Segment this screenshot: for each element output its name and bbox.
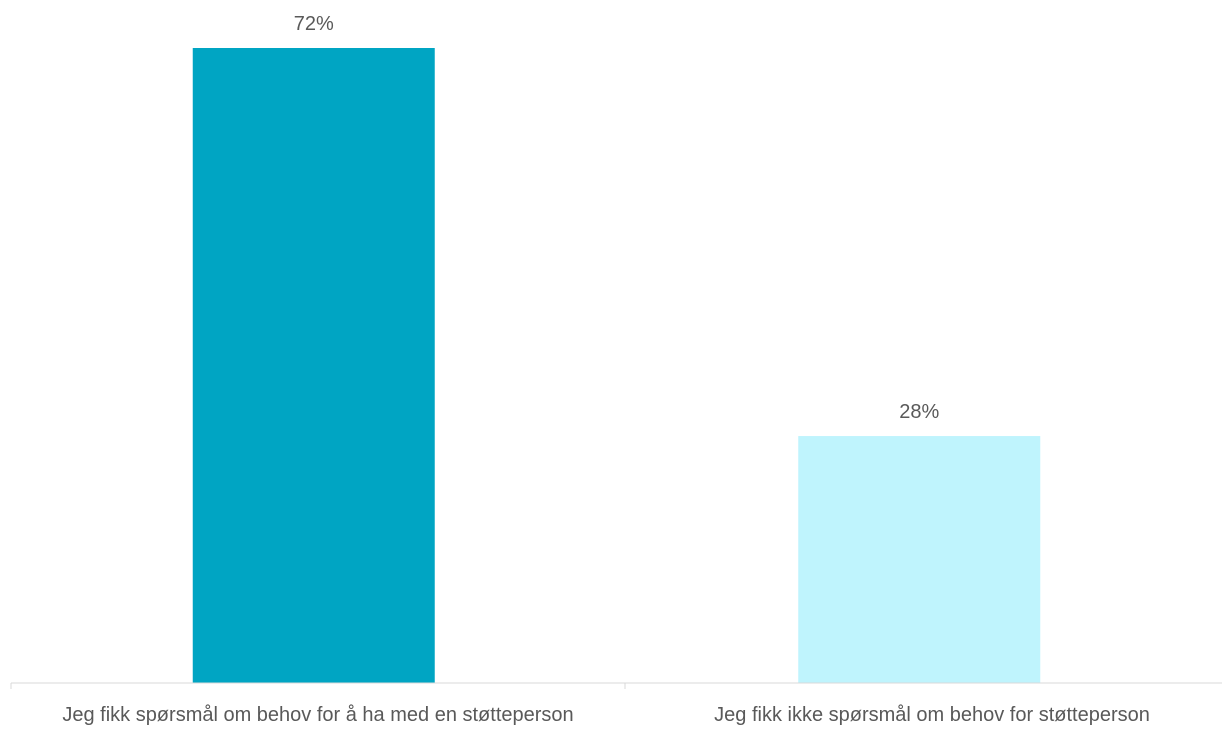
data-label: 72% (294, 13, 334, 35)
x-tick-label: Jeg fikk ikke spørsmål om behov for støt… (714, 704, 1150, 726)
data-labels-group: 72% 28% (294, 13, 940, 423)
bar (192, 48, 435, 683)
bars-group (192, 48, 1041, 683)
data-label: 28% (899, 401, 939, 423)
bar (798, 436, 1041, 683)
x-tick-label: Jeg fikk spørsmål om behov for å ha med … (62, 704, 574, 726)
